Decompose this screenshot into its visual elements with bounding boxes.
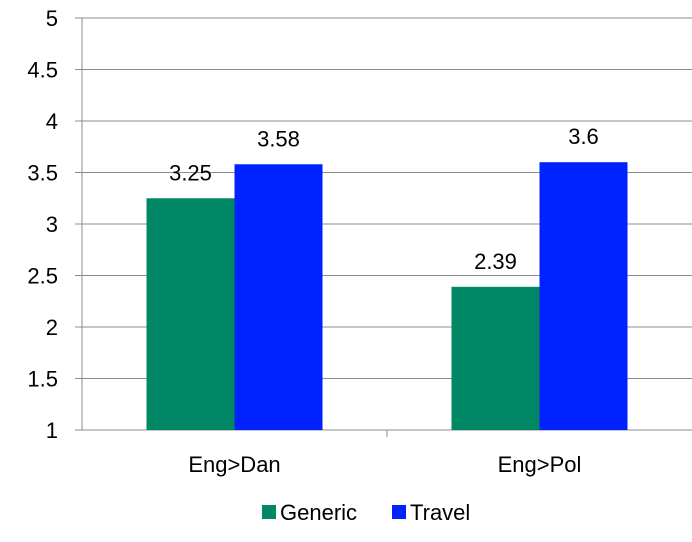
legend-swatch-generic [262, 505, 276, 519]
y-tick-label: 4 [46, 109, 58, 134]
bar-generic-0 [146, 198, 235, 430]
bars [146, 162, 628, 430]
y-tick-label: 2 [46, 315, 58, 340]
axes: 1 1.5 2 2.5 3 3.5 4 4.5 5 Eng>Dan Eng>Pol [27, 6, 692, 477]
bar-travel-0 [234, 164, 323, 430]
legend: Generic Travel [262, 500, 470, 525]
y-tick-label: 1.5 [27, 367, 58, 392]
y-tick-label: 3 [46, 212, 58, 237]
y-tick-label: 2.5 [27, 264, 58, 289]
data-labels: 3.25 3.58 2.39 3.6 [169, 124, 599, 274]
x-tick-label: Eng>Dan [188, 452, 280, 477]
y-tick-label: 5 [46, 6, 58, 31]
bar-generic-1 [451, 286, 540, 430]
y-tick-label: 1 [46, 418, 58, 443]
legend-label-travel: Travel [410, 500, 470, 525]
bar-travel-1 [539, 162, 628, 430]
y-tick-label: 3.5 [27, 161, 58, 186]
x-tick-label: Eng>Pol [498, 452, 582, 477]
legend-swatch-travel [392, 505, 406, 519]
data-label: 3.25 [169, 160, 212, 185]
data-label: 3.6 [568, 124, 599, 149]
data-label: 2.39 [474, 249, 517, 274]
y-tick-label: 4.5 [27, 58, 58, 83]
data-label: 3.58 [257, 126, 300, 151]
legend-label-generic: Generic [280, 500, 357, 525]
